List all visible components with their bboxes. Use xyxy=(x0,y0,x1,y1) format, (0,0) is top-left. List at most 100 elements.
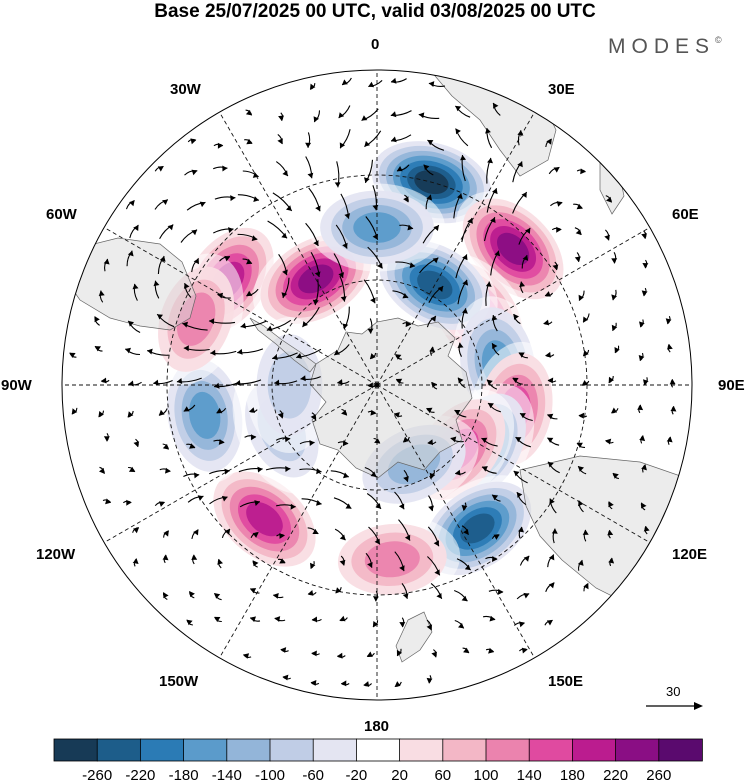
wind-vector xyxy=(126,250,134,267)
wind-vector-head xyxy=(521,647,528,654)
wind-vector-head xyxy=(249,407,255,414)
wind-vector-head xyxy=(523,556,530,562)
wind-vector xyxy=(333,253,344,278)
wind-vector-head xyxy=(312,299,319,306)
wind-vector xyxy=(333,497,352,509)
wind-vector-head xyxy=(274,379,280,386)
wind-vector-head xyxy=(547,437,554,443)
wind-vector xyxy=(491,534,500,540)
wind-vector-head xyxy=(457,193,463,200)
wind-vector-head xyxy=(105,498,111,505)
wind-vector xyxy=(239,500,260,508)
map-border xyxy=(61,69,693,701)
wind-vector-head xyxy=(361,115,368,121)
wind-vector-head xyxy=(519,621,525,628)
wind-vector xyxy=(485,647,495,654)
wind-vector xyxy=(582,349,590,357)
wind-vector-head xyxy=(272,354,278,361)
wind-vector xyxy=(638,352,645,362)
wind-vector xyxy=(310,561,316,569)
wind-vector xyxy=(666,436,673,445)
wind-vector-head xyxy=(182,321,188,328)
wind-vector xyxy=(641,464,647,473)
south-pole-marker xyxy=(374,382,380,388)
wind-vector xyxy=(180,229,198,243)
wind-vector xyxy=(244,138,253,145)
wind-vector-head xyxy=(159,501,165,507)
wind-vector-head xyxy=(101,377,107,384)
wind-vector xyxy=(100,377,110,384)
wind-vector xyxy=(237,233,258,242)
wind-vector xyxy=(305,156,314,179)
wind-vector-head xyxy=(455,105,462,112)
wind-vector-head xyxy=(611,324,618,331)
wind-vector xyxy=(340,193,351,219)
wind-vector xyxy=(94,345,103,352)
wind-vector-head xyxy=(556,226,562,233)
wind-vector xyxy=(240,320,267,329)
wind-vector-head xyxy=(334,349,340,355)
wind-vector xyxy=(611,322,618,332)
wind-vector xyxy=(364,159,374,184)
wind-vector-head xyxy=(642,263,649,269)
wind-vector-head xyxy=(128,320,134,327)
wind-vector-head xyxy=(426,677,433,684)
wind-vector xyxy=(372,620,379,628)
wind-vector xyxy=(191,257,199,273)
brand-text: MODES xyxy=(608,35,716,58)
wind-vector xyxy=(455,128,469,147)
meridian-line xyxy=(219,384,378,659)
wind-vector xyxy=(216,407,227,414)
wind-vector-head xyxy=(128,466,135,472)
wind-vector xyxy=(337,440,349,447)
wind-vector xyxy=(605,195,613,203)
wind-vector xyxy=(102,498,112,505)
wind-vector xyxy=(518,526,524,539)
wind-vector-head xyxy=(549,498,555,505)
wind-vector xyxy=(157,255,166,275)
wind-vector xyxy=(455,254,468,279)
wind-vector-head xyxy=(316,468,322,475)
wind-vector xyxy=(250,532,259,539)
wind-vector xyxy=(132,283,139,301)
wind-vector xyxy=(339,555,346,566)
wind-vector-head xyxy=(436,593,442,599)
lon-label-30e: 30E xyxy=(548,81,575,98)
wind-vector xyxy=(272,352,298,361)
wind-vector xyxy=(578,500,584,513)
wind-vector xyxy=(430,582,443,599)
wind-vector-head xyxy=(308,590,314,596)
wind-vector xyxy=(125,199,135,210)
wind-vector xyxy=(577,465,587,475)
wind-vector xyxy=(335,587,342,594)
wind-vector xyxy=(403,194,409,203)
wind-vector-head xyxy=(343,472,349,479)
wind-vector xyxy=(544,619,553,626)
wind-vector-head xyxy=(274,616,281,622)
wind-vector xyxy=(367,409,377,416)
wind-vector xyxy=(212,165,228,172)
wind-vector-head xyxy=(235,380,241,386)
wind-vector xyxy=(395,261,416,269)
wind-vector xyxy=(189,591,195,599)
wind-vector xyxy=(159,467,171,474)
wind-vector xyxy=(302,306,320,328)
colorbar-swatch xyxy=(269,738,314,762)
wind-vector xyxy=(574,252,581,263)
wind-vector-head xyxy=(193,258,199,265)
wind-vector-head xyxy=(641,502,647,509)
wind-vector xyxy=(311,650,320,657)
colorbar-tick-label: 220 xyxy=(603,767,629,784)
wind-vector-head xyxy=(370,297,376,304)
wind-vector-head xyxy=(98,411,104,417)
wind-vector-head xyxy=(240,322,247,329)
wind-vector-head xyxy=(159,256,166,262)
wind-vector xyxy=(341,408,348,416)
wind-vector-head xyxy=(311,680,317,686)
colorbar-swatch xyxy=(312,738,358,762)
colorbar-tick-label: -220 xyxy=(125,767,156,784)
wind-vector-head xyxy=(547,413,554,420)
wind-vector xyxy=(69,352,77,358)
wind-vector-head xyxy=(339,615,346,622)
wind-vector-head xyxy=(372,621,379,627)
